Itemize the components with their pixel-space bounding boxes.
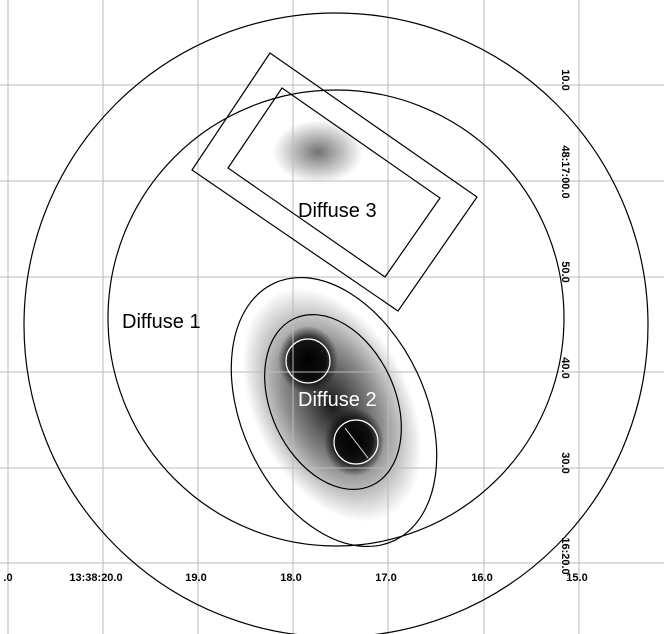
source-line: [344, 427, 369, 459]
dec-labels: 10.0 48:17:00.0 50.0 40.0 30.0 16:20.0: [559, 69, 571, 574]
regions: [23, 12, 649, 634]
ra-label: 15.0: [566, 572, 587, 584]
dec-label: 40.0: [559, 357, 571, 378]
ra-label: 19.0: [185, 572, 206, 584]
ra-label: 17.0: [375, 572, 396, 584]
emission-blob: [324, 408, 384, 476]
ra-labels: .0 13:38:20.0 19.0 18.0 17.0 16.0 15.0: [3, 572, 587, 584]
dec-label: 16:20.0: [559, 537, 571, 574]
inner-circle: [107, 89, 565, 547]
region-labels: Diffuse 1 Diffuse 2 Diffuse 3: [122, 200, 377, 411]
outer-circle: [23, 12, 649, 634]
outer-box: [191, 52, 478, 312]
dec-label: 50.0: [559, 261, 571, 282]
emission-blob: [278, 326, 338, 394]
ra-label: 13:38:20.0: [69, 572, 122, 584]
ra-label: 16.0: [471, 572, 492, 584]
emission-blob: [273, 120, 363, 184]
inner-box: [227, 87, 441, 278]
source-circle: [285, 338, 331, 384]
region-label: Diffuse 1: [122, 311, 201, 333]
dec-label: 10.0: [559, 69, 571, 90]
ra-label: .0: [3, 572, 12, 584]
dec-label: 48:17:00.0: [559, 145, 571, 198]
source-circle: [333, 419, 379, 465]
region-label: Diffuse 2: [298, 389, 377, 411]
inner-ellipse: [264, 313, 402, 491]
ra-label: 18.0: [280, 572, 301, 584]
outer-ellipse: [230, 276, 438, 548]
region-label: Diffuse 3: [298, 200, 377, 222]
dec-label: 30.0: [559, 452, 571, 473]
